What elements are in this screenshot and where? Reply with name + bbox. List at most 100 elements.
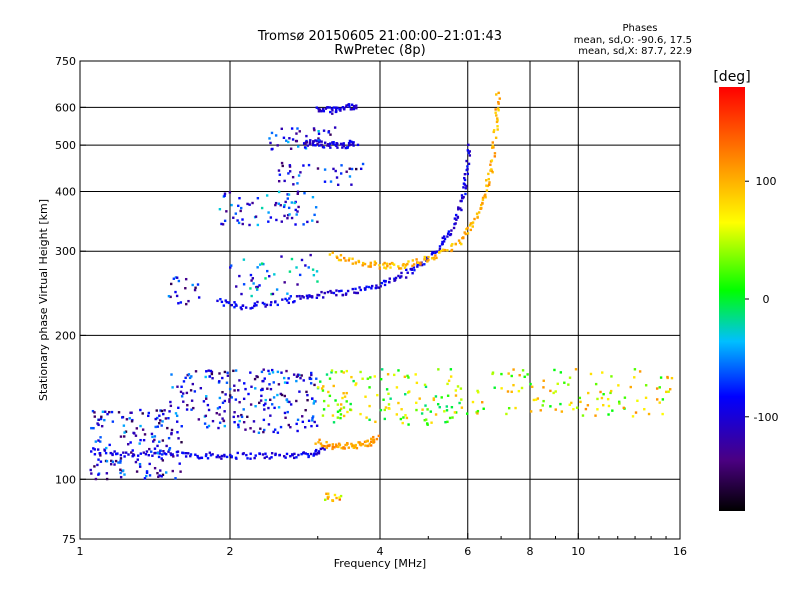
cluster-point [232, 216, 235, 219]
x-tick-label: 10 [571, 545, 585, 558]
cluster-point [295, 379, 298, 383]
cluster-point [271, 371, 275, 374]
cluster-point [643, 407, 646, 411]
cluster-point [332, 384, 335, 388]
cluster-point [670, 376, 674, 380]
trace-point [496, 128, 499, 131]
cluster-point [288, 165, 292, 168]
cluster-point [276, 393, 279, 397]
colorbar-tick-label: 0 [763, 293, 770, 306]
trace-point [411, 264, 414, 268]
cluster-point [296, 210, 299, 213]
trace-point [439, 249, 443, 253]
x-axis-ticks: 1 2 4 6 8 10 16 [77, 533, 687, 558]
cluster-point [332, 167, 335, 171]
cluster-point [312, 402, 315, 405]
cluster-point [141, 428, 145, 431]
cluster-point [638, 370, 642, 373]
cluster-point [281, 164, 284, 168]
cluster-point [306, 399, 309, 402]
trace-point [490, 169, 494, 173]
trace-point [401, 264, 405, 267]
cluster-point [617, 400, 621, 404]
cluster-point [567, 383, 570, 386]
trace-point [412, 263, 416, 266]
trace-point [392, 263, 396, 266]
cluster-point [277, 406, 281, 409]
trace-point [485, 189, 489, 192]
cluster-point [303, 146, 307, 149]
trace-point [93, 448, 96, 451]
cluster-point [667, 390, 670, 393]
trace-point [326, 144, 329, 147]
trace-point [369, 263, 372, 267]
cluster-point [267, 423, 271, 426]
cluster-point [247, 392, 250, 396]
cluster-point [623, 396, 627, 399]
trace-point [466, 172, 469, 176]
trace-point [398, 276, 402, 279]
cluster-point [211, 377, 214, 380]
cluster-point [471, 400, 475, 404]
trace-point [318, 438, 321, 442]
trace-point [446, 232, 450, 235]
stats-heading: Phases [622, 23, 657, 34]
cluster-point [121, 469, 125, 472]
cluster-point [287, 377, 290, 380]
cluster-point [260, 370, 264, 374]
trace-point [449, 232, 453, 236]
cluster-point [618, 402, 621, 405]
trace-point [339, 258, 343, 262]
trace-point [465, 184, 468, 188]
cluster-point [299, 376, 302, 380]
cluster-point [374, 420, 377, 424]
trace-point [270, 301, 273, 304]
cluster-point [290, 127, 294, 130]
trace-point [463, 172, 467, 176]
cluster-point [552, 391, 555, 395]
trace-point [321, 446, 324, 450]
cluster-point [105, 472, 109, 475]
cluster-point [348, 175, 352, 178]
trace-point [239, 306, 243, 309]
cluster-point [368, 404, 371, 408]
trace-point [413, 268, 416, 272]
trace-point [314, 144, 317, 147]
cluster-point [147, 414, 150, 418]
trace-point [154, 451, 157, 455]
cluster-point [160, 475, 163, 478]
cluster-point [228, 398, 231, 401]
cluster-point [250, 294, 253, 298]
trace-point [361, 264, 364, 267]
cluster-point [194, 370, 198, 373]
cluster-point [93, 453, 97, 456]
trace-point [342, 107, 346, 110]
cluster-point [570, 401, 573, 405]
trace-point [320, 140, 323, 143]
cluster-point [211, 419, 215, 423]
cluster-point [150, 432, 154, 436]
trace-point [339, 142, 343, 146]
cluster-point [450, 405, 454, 409]
trace-point [491, 141, 494, 144]
cluster-point [239, 206, 243, 210]
cluster-point [169, 400, 172, 404]
trace-point [305, 294, 309, 297]
trace-point [200, 456, 204, 460]
cluster-point [575, 406, 579, 409]
cluster-point [175, 414, 179, 418]
trace-point [462, 186, 465, 189]
trace-point [494, 108, 497, 111]
trace-point [293, 300, 296, 303]
trace-point [377, 434, 381, 438]
cluster-point [256, 285, 259, 289]
cluster-point [661, 398, 665, 401]
cluster-point [295, 399, 298, 403]
cluster-point [268, 383, 271, 386]
cluster-point [342, 392, 345, 395]
trace-point [219, 297, 222, 301]
cluster-point [180, 441, 183, 444]
trace-point [253, 456, 256, 460]
cluster-point [221, 390, 224, 394]
trace-point [342, 142, 345, 145]
